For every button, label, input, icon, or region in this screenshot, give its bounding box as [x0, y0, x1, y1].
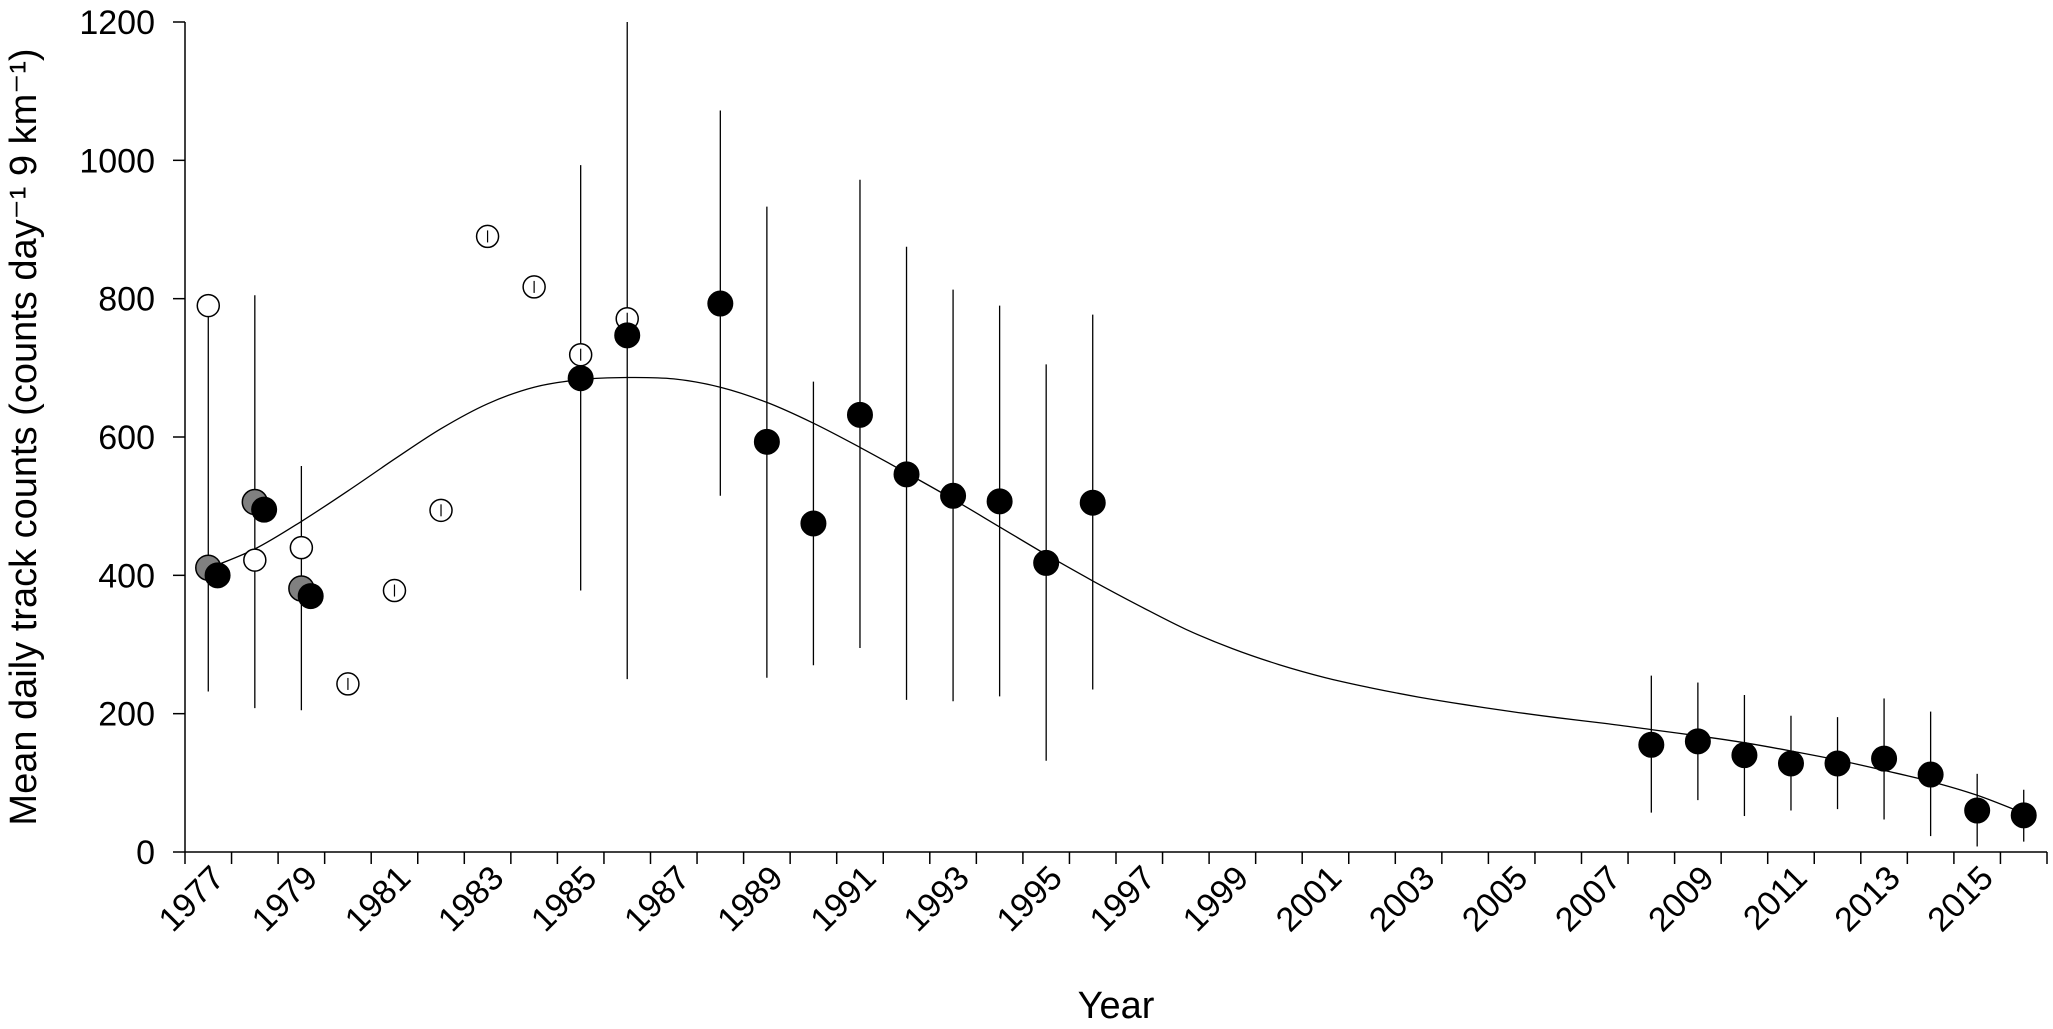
filled-data-point: [1964, 797, 1991, 824]
x-tick-label: 1995: [989, 859, 1069, 939]
y-axis-title: Mean daily track counts (counts day⁻¹ 9 …: [3, 48, 45, 825]
filled-data-point: [614, 322, 641, 349]
filled-data-point: [1777, 750, 1804, 777]
x-tick-label: 1989: [710, 859, 790, 939]
y-tick-label: 0: [136, 834, 155, 872]
filled-data-point: [800, 510, 827, 537]
x-tick-label: 1991: [803, 859, 883, 939]
x-tick-label: 1997: [1083, 859, 1163, 939]
x-tick-label: 1987: [617, 859, 697, 939]
x-tick-label: 2003: [1362, 859, 1442, 939]
y-tick-label: 400: [98, 557, 155, 595]
y-tick-label: 1000: [79, 142, 155, 180]
filled-data-point: [1684, 728, 1711, 755]
filled-data-point: [204, 562, 231, 589]
filled-data-point: [1917, 761, 1944, 788]
x-tick-label: 2009: [1641, 859, 1721, 939]
x-tick-label: 1999: [1176, 859, 1256, 939]
x-tick-label: 1977: [152, 859, 232, 939]
x-tick-label: 2011: [1736, 859, 1815, 938]
x-tick-label: 2005: [1455, 859, 1535, 939]
filled-data-point: [251, 496, 278, 523]
x-tick-label: 1979: [245, 859, 325, 939]
y-tick-label: 800: [98, 281, 155, 319]
filled-data-point: [1079, 489, 1106, 516]
trend-line-layer: [208, 376, 2024, 814]
filled-data-point: [753, 428, 780, 455]
filled-data-point: [893, 461, 920, 488]
filled-data-point: [846, 401, 873, 428]
x-tick-label: 2007: [1548, 859, 1628, 939]
filled-data-point: [986, 488, 1013, 515]
filled-data-point: [567, 365, 594, 392]
x-tick-label: 2001: [1269, 859, 1349, 939]
x-tick-label: 1985: [524, 859, 604, 939]
open-data-point: [196, 293, 221, 318]
markers-layer: [195, 224, 2037, 829]
filled-data-point: [1731, 742, 1758, 769]
filled-data-point: [940, 482, 967, 509]
filled-data-point: [1638, 731, 1665, 758]
filled-data-point: [1033, 549, 1060, 576]
open-data-point: [289, 535, 314, 560]
filled-data-point: [707, 290, 734, 317]
filled-data-point: [1824, 750, 1851, 777]
filled-data-point: [2010, 802, 2037, 829]
x-tick-label: 1983: [431, 859, 511, 939]
y-tick-label: 1200: [79, 4, 155, 42]
y-tick-label: 600: [98, 419, 155, 457]
x-tick-label: 1993: [896, 859, 976, 939]
y-axis-ticks: 0 200 400 600 800 1000 1200: [79, 4, 185, 872]
x-tick-label: 2015: [1920, 859, 2000, 939]
filled-data-point: [1871, 745, 1898, 772]
filled-data-point: [297, 583, 324, 610]
axes: [184, 22, 2047, 853]
x-tick-label: 2013: [1827, 859, 1907, 939]
x-axis-ticks: 1977 1979 1981 1983 1985 1987 1989 1991 1993 1995…: [152, 852, 2048, 939]
y-tick-label: 200: [98, 696, 155, 734]
x-tick-label: 1981: [338, 859, 418, 939]
trend-line: [208, 376, 2024, 814]
open-data-point: [243, 548, 267, 572]
x-axis-title: Year: [1078, 985, 1155, 1027]
error-bars-layer: [207, 22, 2025, 847]
